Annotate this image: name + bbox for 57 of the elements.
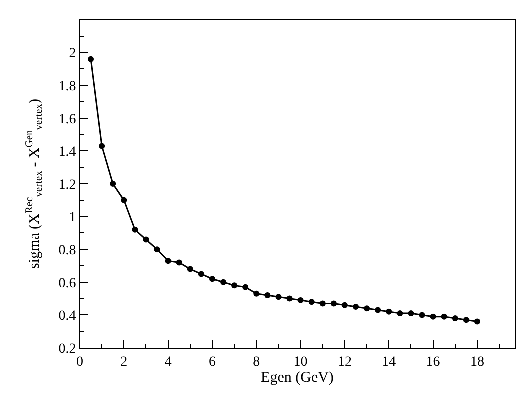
x-tick-label: 12 — [338, 354, 352, 370]
x-tick-label: 6 — [208, 354, 216, 370]
y-tick-label: 1.8 — [58, 80, 76, 94]
point — [276, 294, 282, 300]
y-tick-label: 2 — [69, 46, 76, 62]
point — [110, 181, 116, 187]
point — [419, 312, 426, 318]
point — [441, 314, 448, 320]
point — [264, 292, 271, 299]
point — [330, 300, 337, 307]
point — [132, 226, 138, 233]
point — [121, 197, 128, 204]
point — [143, 236, 150, 243]
y-tick-label: 1 — [69, 210, 76, 226]
point — [308, 299, 315, 306]
point — [209, 276, 216, 282]
x-tick-label: 16 — [426, 354, 440, 370]
point — [254, 290, 260, 297]
y-tick-label: 1.6 — [58, 112, 76, 128]
point — [154, 246, 160, 253]
y-tick-label: 0.2 — [58, 342, 76, 357]
point — [452, 315, 458, 322]
point — [198, 271, 204, 278]
point — [353, 304, 360, 310]
point — [430, 314, 436, 320]
point — [474, 318, 480, 325]
y-tick-label: 0.6 — [58, 276, 76, 292]
point — [364, 306, 370, 312]
point — [99, 143, 106, 150]
point — [176, 260, 182, 266]
x-tick-label: 14 — [382, 354, 396, 370]
point — [320, 300, 326, 307]
point — [342, 302, 348, 308]
y-tick-label: 1.2 — [58, 178, 76, 193]
point — [375, 307, 382, 314]
point — [463, 317, 470, 324]
x-tick-label: 4 — [164, 354, 172, 370]
point — [408, 310, 414, 317]
y-tick-label: 1.4 — [58, 145, 76, 160]
x-tick-label: 2 — [120, 354, 128, 370]
point — [386, 308, 392, 315]
y-tick-label: 0.4 — [58, 309, 76, 324]
point — [165, 258, 172, 264]
point — [220, 279, 227, 286]
point — [286, 296, 293, 302]
point — [187, 266, 194, 272]
x-tick-label: 0 — [76, 354, 84, 370]
x-tick-label: 10 — [294, 354, 308, 370]
point — [88, 56, 94, 62]
x-tick-label: 8 — [253, 354, 260, 370]
point — [242, 284, 249, 290]
point — [232, 282, 238, 289]
x-tick-label: 18 — [470, 354, 484, 370]
x-axis-title: Egen (GeV) — [261, 370, 334, 386]
point — [397, 310, 404, 317]
point — [298, 297, 304, 304]
y-tick-label: 0.8 — [58, 244, 76, 258]
